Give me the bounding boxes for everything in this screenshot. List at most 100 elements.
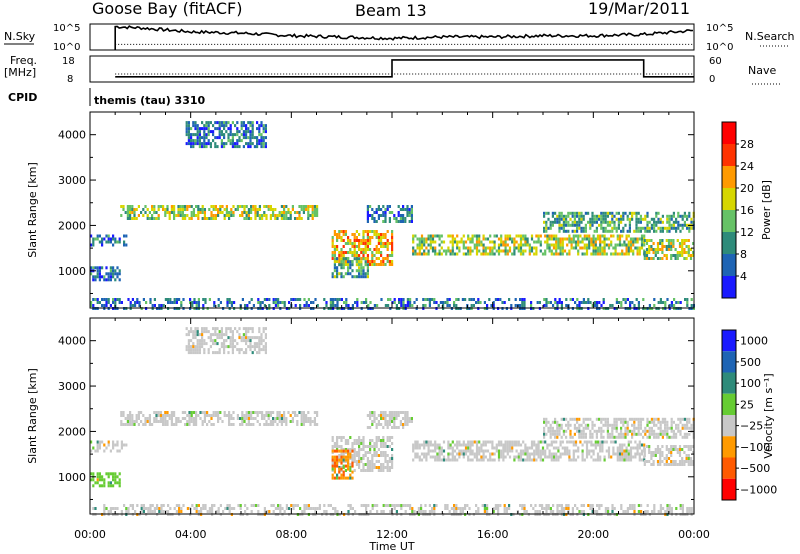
echo-cell xyxy=(620,426,623,430)
echo-cell xyxy=(661,239,664,242)
echo-cell xyxy=(420,252,424,256)
echo-cell xyxy=(521,298,524,301)
echo-cell xyxy=(262,130,265,134)
echo-cell xyxy=(686,417,689,421)
echo-cell xyxy=(200,507,203,510)
echo-cell xyxy=(637,226,640,230)
echo-cell xyxy=(587,423,590,427)
echo-cell xyxy=(123,240,126,244)
echo-cell xyxy=(225,211,228,214)
echo-cell xyxy=(418,446,421,450)
echo-cell xyxy=(209,145,212,149)
echo-cell xyxy=(469,440,472,444)
echo-cell xyxy=(600,211,603,215)
echo-cell xyxy=(216,145,219,149)
echo-cell xyxy=(581,246,584,250)
echo-cell xyxy=(360,275,363,279)
echo-cell xyxy=(579,240,582,244)
echo-cell xyxy=(190,414,193,417)
echo-cell xyxy=(120,440,123,444)
echo-cell xyxy=(489,240,492,244)
echo-cell xyxy=(600,217,603,221)
echo-cell xyxy=(456,440,459,444)
echo-cell xyxy=(112,446,115,450)
echo-cell xyxy=(530,246,534,250)
echo-cell xyxy=(563,446,567,450)
echo-cell xyxy=(260,121,263,125)
echo-cell xyxy=(393,420,396,423)
echo-cell xyxy=(554,220,557,224)
echo-cell xyxy=(338,298,341,301)
echo-cell xyxy=(486,507,489,510)
echo-cell xyxy=(615,417,618,421)
echo-cell xyxy=(471,452,474,456)
echo-cell xyxy=(331,436,334,439)
echo-cell xyxy=(309,205,312,208)
echo-cell xyxy=(635,298,638,301)
echo-cell xyxy=(215,510,218,513)
echo-cell xyxy=(292,504,295,507)
echo-cell xyxy=(445,249,448,253)
echo-cell xyxy=(229,130,232,134)
echo-cell xyxy=(533,240,536,244)
echo-cell xyxy=(634,246,637,250)
echo-cell xyxy=(478,243,481,247)
echo-cell xyxy=(382,510,385,513)
echo-cell xyxy=(391,442,394,445)
echo-cell xyxy=(329,304,332,307)
echo-cell xyxy=(171,301,174,304)
echo-cell xyxy=(220,133,223,137)
echo-cell xyxy=(646,510,649,513)
echo-cell xyxy=(305,417,308,420)
echo-cell xyxy=(453,252,457,256)
echo-cell xyxy=(190,327,193,331)
echo-cell xyxy=(672,211,675,215)
echo-cell xyxy=(632,455,635,459)
echo-cell xyxy=(412,237,415,241)
echo-cell xyxy=(442,449,446,453)
echo-cell xyxy=(672,435,675,439)
echo-cell xyxy=(623,252,626,256)
echo-cell xyxy=(681,226,684,230)
echo-cell xyxy=(429,440,432,444)
echo-cell xyxy=(364,239,367,242)
echo-cell xyxy=(438,252,441,256)
echo-cell xyxy=(225,142,228,146)
echo-cell xyxy=(314,510,317,513)
echo-cell xyxy=(578,226,581,230)
echo-cell xyxy=(203,330,206,334)
echo-cell xyxy=(225,345,228,349)
echo-cell xyxy=(303,298,306,301)
echo-cell xyxy=(599,237,602,241)
echo-cell xyxy=(503,301,506,304)
echo-cell xyxy=(653,504,656,507)
echo-cell xyxy=(236,342,239,346)
echo-cell xyxy=(451,446,454,450)
echo-cell xyxy=(231,139,234,143)
echo-cell xyxy=(668,304,671,307)
echo-cell xyxy=(302,208,305,211)
echo-cell xyxy=(681,245,684,248)
echo-cell xyxy=(555,237,558,241)
echo-cell xyxy=(604,211,607,215)
echo-cell xyxy=(514,298,517,301)
echo-cell xyxy=(362,254,365,257)
echo-cell xyxy=(369,469,372,472)
echo-cell xyxy=(652,248,655,251)
echo-cell xyxy=(384,263,387,266)
echo-cell xyxy=(612,252,615,256)
echo-cell xyxy=(519,237,523,241)
echo-cell xyxy=(382,504,385,507)
echo-cell xyxy=(459,510,462,513)
echo-cell xyxy=(416,452,419,456)
echo-cell xyxy=(287,411,290,414)
echo-cell xyxy=(423,243,426,247)
echo-cell xyxy=(223,217,226,220)
echo-cell xyxy=(366,211,369,214)
echo-cell xyxy=(650,432,653,436)
echo-cell xyxy=(280,417,283,420)
echo-cell xyxy=(199,417,202,420)
echo-cell xyxy=(591,223,594,227)
echo-cell xyxy=(494,504,497,507)
echo-cell xyxy=(198,136,201,140)
